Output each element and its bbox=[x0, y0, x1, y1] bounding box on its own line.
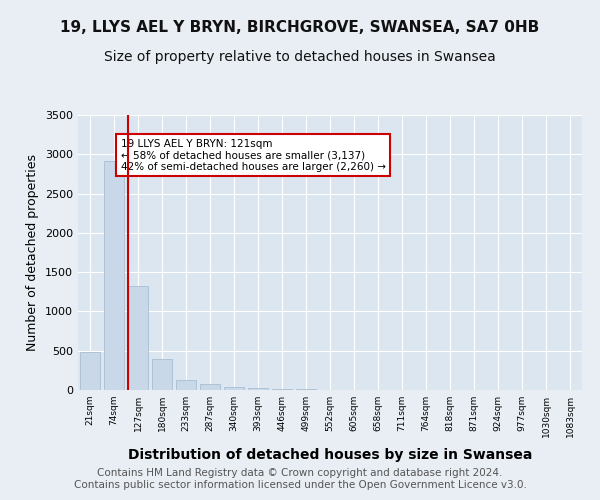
Bar bbox=[104, 160, 124, 390]
Bar bbox=[152, 360, 172, 390]
Bar bbox=[272, 388, 292, 390]
X-axis label: Distribution of detached houses by size in Swansea: Distribution of detached houses by size … bbox=[128, 448, 532, 462]
Text: 19 LLYS AEL Y BRYN: 121sqm
← 58% of detached houses are smaller (3,137)
42% of s: 19 LLYS AEL Y BRYN: 121sqm ← 58% of deta… bbox=[121, 138, 386, 172]
Bar bbox=[248, 388, 268, 390]
Bar bbox=[224, 387, 244, 390]
Bar bbox=[128, 286, 148, 390]
Bar bbox=[296, 389, 316, 390]
Y-axis label: Number of detached properties: Number of detached properties bbox=[26, 154, 40, 351]
Text: Contains HM Land Registry data © Crown copyright and database right 2024.
Contai: Contains HM Land Registry data © Crown c… bbox=[74, 468, 526, 490]
Bar bbox=[80, 352, 100, 390]
Bar bbox=[200, 384, 220, 390]
Bar bbox=[176, 380, 196, 390]
Text: 19, LLYS AEL Y BRYN, BIRCHGROVE, SWANSEA, SA7 0HB: 19, LLYS AEL Y BRYN, BIRCHGROVE, SWANSEA… bbox=[61, 20, 539, 35]
Text: Size of property relative to detached houses in Swansea: Size of property relative to detached ho… bbox=[104, 50, 496, 64]
